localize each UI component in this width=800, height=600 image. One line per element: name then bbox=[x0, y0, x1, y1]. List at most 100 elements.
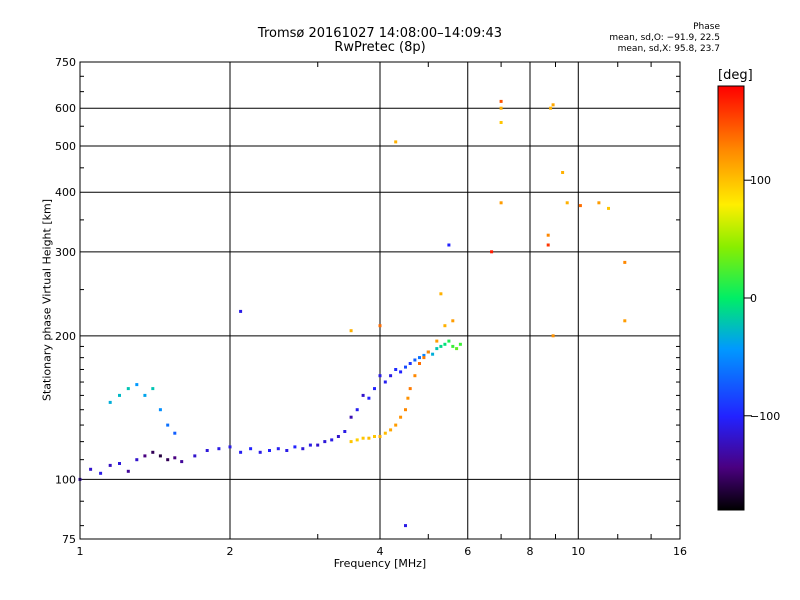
phase-legend-title: Phase bbox=[693, 22, 720, 32]
data-point bbox=[180, 460, 184, 464]
data-point bbox=[413, 374, 417, 378]
data-point bbox=[439, 292, 443, 296]
data-point bbox=[89, 467, 93, 471]
data-point bbox=[389, 428, 393, 432]
data-point bbox=[343, 430, 347, 433]
data-point bbox=[422, 356, 426, 360]
data-point bbox=[551, 103, 555, 107]
data-point bbox=[126, 469, 130, 473]
data-point bbox=[239, 450, 243, 454]
data-point bbox=[399, 415, 403, 419]
data-point bbox=[239, 309, 243, 313]
x-tick-label: 10 bbox=[571, 545, 585, 558]
data-point bbox=[118, 393, 121, 397]
y-tick-label: 200 bbox=[55, 330, 76, 343]
x-tick-label: 4 bbox=[377, 545, 384, 558]
data-point bbox=[546, 233, 550, 237]
data-point bbox=[361, 393, 365, 397]
data-point bbox=[413, 358, 417, 362]
data-point bbox=[499, 106, 503, 110]
data-point bbox=[404, 365, 407, 369]
colorbar-unit-label: [deg] bbox=[718, 68, 753, 83]
data-point bbox=[458, 342, 462, 346]
colorbar-tick-label: 100 bbox=[750, 174, 771, 187]
data-point bbox=[173, 431, 177, 435]
colorbar-tick-label: −100 bbox=[750, 410, 780, 423]
data-point bbox=[108, 400, 112, 404]
data-point bbox=[499, 99, 503, 103]
x-tick-label: 2 bbox=[227, 545, 234, 558]
data-point bbox=[623, 319, 627, 323]
data-point bbox=[276, 447, 280, 451]
data-point bbox=[565, 201, 569, 205]
data-point bbox=[355, 438, 359, 442]
data-point bbox=[422, 353, 426, 357]
data-point bbox=[349, 415, 353, 419]
data-point bbox=[135, 383, 139, 387]
data-point bbox=[158, 408, 162, 412]
data-point bbox=[443, 342, 447, 346]
data-point bbox=[367, 396, 371, 400]
data-point bbox=[408, 362, 412, 365]
data-point bbox=[394, 140, 398, 144]
data-point bbox=[349, 440, 353, 444]
data-point bbox=[431, 352, 435, 356]
plot-frame bbox=[79, 61, 681, 540]
data-point bbox=[499, 201, 503, 205]
data-point bbox=[285, 449, 289, 452]
data-point bbox=[394, 368, 398, 371]
data-points bbox=[78, 99, 627, 528]
data-point bbox=[435, 339, 439, 343]
data-point bbox=[378, 324, 382, 328]
data-point bbox=[316, 443, 320, 447]
colorbar-ticks: 100 0 −100 bbox=[744, 174, 780, 423]
data-point bbox=[404, 524, 407, 528]
data-point bbox=[418, 362, 421, 365]
data-point bbox=[406, 396, 410, 400]
data-point bbox=[551, 334, 555, 338]
data-point bbox=[455, 347, 459, 351]
data-point bbox=[118, 462, 121, 465]
data-point bbox=[355, 408, 359, 412]
chart-title: Tromsø 20161027 14:08:00–14:09:43 bbox=[257, 26, 503, 41]
data-point bbox=[439, 344, 443, 348]
x-tick-label: 1 bbox=[77, 545, 84, 558]
data-point bbox=[490, 250, 494, 254]
grid-lines bbox=[80, 62, 680, 539]
data-point bbox=[404, 408, 407, 412]
data-point bbox=[293, 445, 297, 449]
y-tick-label: 400 bbox=[55, 186, 76, 199]
data-point bbox=[373, 435, 376, 438]
data-point bbox=[99, 471, 103, 475]
data-point bbox=[549, 106, 553, 110]
data-point bbox=[383, 380, 387, 384]
y-axis-label: Stationary phase Virtual Height [km] bbox=[40, 198, 54, 402]
data-point bbox=[378, 435, 382, 438]
data-point bbox=[378, 374, 382, 378]
y-tick-label: 600 bbox=[55, 102, 76, 115]
y-tick-label: 100 bbox=[55, 473, 76, 486]
data-point bbox=[151, 387, 155, 391]
data-point bbox=[166, 423, 170, 427]
data-point bbox=[399, 370, 403, 374]
data-point bbox=[499, 121, 503, 124]
data-point bbox=[108, 463, 112, 467]
colorbar-tick-label: 0 bbox=[750, 292, 757, 305]
data-point bbox=[143, 454, 147, 458]
data-point bbox=[301, 447, 305, 451]
data-point bbox=[623, 260, 627, 264]
data-point bbox=[330, 438, 334, 442]
data-point bbox=[408, 387, 412, 391]
data-point bbox=[258, 450, 262, 454]
data-point bbox=[268, 449, 271, 452]
data-point bbox=[193, 454, 197, 458]
data-point bbox=[607, 206, 610, 210]
y-tick-label: 750 bbox=[55, 56, 76, 69]
data-point bbox=[451, 319, 455, 323]
data-point bbox=[546, 243, 550, 247]
data-point bbox=[367, 436, 371, 440]
x-tick-label: 16 bbox=[673, 545, 687, 558]
data-point bbox=[373, 387, 376, 391]
x-axis-label: Frequency [MHz] bbox=[333, 557, 427, 570]
data-point bbox=[561, 171, 565, 174]
